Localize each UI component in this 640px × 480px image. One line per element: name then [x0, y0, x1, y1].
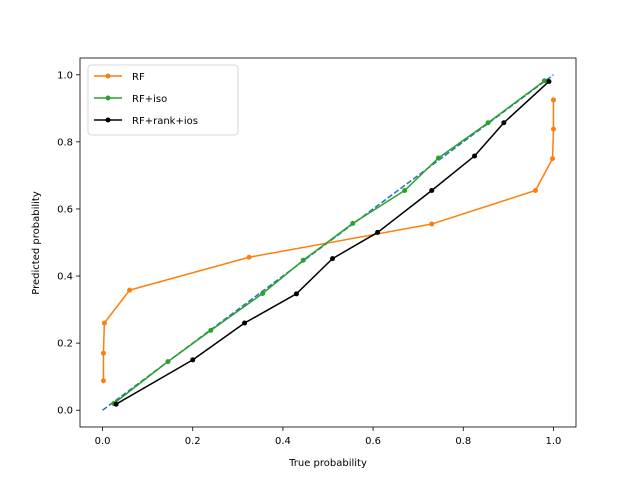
x-axis-label: True probability: [288, 458, 367, 469]
legend-label: RF+rank+ios: [132, 116, 198, 127]
data-point-rf-rank-ios: [113, 401, 119, 407]
data-point-rf: [246, 254, 252, 260]
data-point-rf-rank-ios: [546, 78, 552, 84]
series-line-rf: [102, 99, 555, 381]
data-point-rf: [100, 378, 106, 384]
data-point-rf-iso: [300, 257, 306, 263]
axes-frame: [79, 57, 577, 428]
data-point-rf-rank-ios: [472, 153, 478, 159]
y-tick-label: 0.8: [57, 137, 73, 148]
x-tick-label: 0.4: [275, 436, 291, 447]
data-point-rf-iso: [541, 78, 547, 84]
plot-area: [100, 74, 556, 411]
y-tick-label: 0.4: [57, 272, 73, 283]
x-tick-label: 0.8: [455, 436, 471, 447]
data-point-rf: [550, 126, 556, 132]
x-tick-label: 0.6: [365, 436, 381, 447]
y-tick-label: 0.0: [57, 406, 73, 417]
legend-marker: [105, 117, 111, 123]
data-point-rf: [550, 97, 556, 103]
legend-marker: [105, 73, 111, 79]
x-tick-label: 0.0: [95, 436, 111, 447]
axes: 0.0 0.2 0.4 0.6 0.8 1.0 0.0 0.2 0.4 0.6 0.8 1.0: [57, 57, 577, 447]
data-point-rf: [429, 221, 435, 227]
y-tick-label: 0.2: [57, 339, 73, 350]
data-point-rf-iso: [260, 290, 266, 296]
data-point-rf-iso: [350, 220, 356, 226]
data-point-rf-iso: [208, 327, 214, 333]
data-point-rf: [550, 156, 556, 162]
data-point-rf-rank-ios: [242, 320, 248, 326]
data-point-rf-rank-ios: [190, 357, 196, 363]
data-point-rf-iso: [485, 120, 491, 126]
y-tick-label: 1.0: [57, 70, 73, 81]
data-point-rf-iso: [435, 155, 441, 161]
legend-label: RF+iso: [132, 94, 167, 105]
data-point-rf: [100, 350, 106, 356]
legend-marker: [105, 95, 111, 101]
data-point-rf-rank-ios: [330, 256, 336, 262]
data-point-rf-rank-ios: [375, 229, 381, 235]
data-point-rf-iso: [165, 359, 171, 365]
data-point-rf-iso: [402, 188, 408, 194]
data-point-rf: [101, 320, 107, 326]
data-point-rf: [532, 188, 538, 194]
data-point-rf-rank-ios: [293, 291, 299, 297]
y-tick-label: 0.6: [57, 204, 73, 215]
data-point-rf-rank-ios: [501, 120, 507, 126]
series-line-rf-rank-ios: [115, 80, 550, 405]
data-point-rf: [127, 287, 133, 293]
legend-label: RF: [132, 72, 145, 83]
x-tick-label: 1.0: [546, 436, 562, 447]
data-point-rf-rank-ios: [429, 188, 435, 194]
legend-box: [87, 64, 239, 136]
legend: RF RF+iso RF+rank+ios: [87, 64, 239, 136]
x-tick-label: 0.2: [185, 436, 201, 447]
y-axis-label: Predicted probability: [31, 191, 42, 295]
series-line-rf-iso: [113, 80, 545, 405]
